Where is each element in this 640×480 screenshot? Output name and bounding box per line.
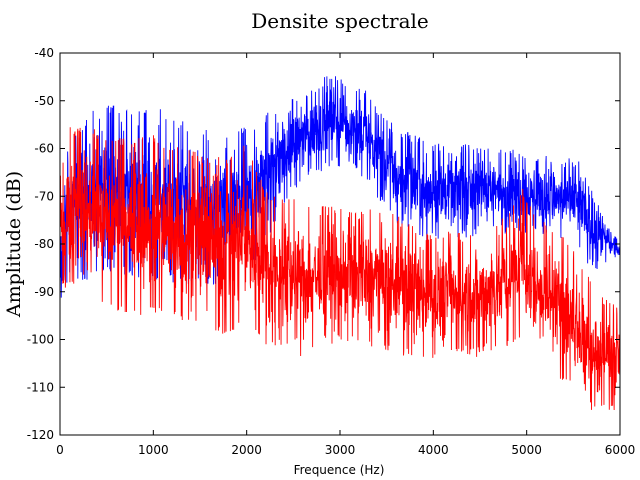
y-axis-label: Amplitude (dB) bbox=[3, 171, 25, 318]
y-tick-label: -110 bbox=[27, 380, 54, 394]
y-tick-label: -100 bbox=[27, 333, 54, 347]
y-tick-label: -80 bbox=[34, 237, 54, 251]
x-tick-label: 2000 bbox=[231, 443, 262, 457]
x-tick-label: 1000 bbox=[138, 443, 169, 457]
x-tick-label: 6000 bbox=[605, 443, 636, 457]
x-tick-label: 4000 bbox=[418, 443, 449, 457]
y-tick-label: -60 bbox=[34, 142, 54, 156]
x-tick-label: 3000 bbox=[325, 443, 356, 457]
series-2-line bbox=[59, 127, 621, 410]
chart-title: Densite spectrale bbox=[251, 9, 429, 33]
axes-layer: 0 1000 2000 3000 4000 5000 6000 -40 -50 -60 -70 -80… bbox=[27, 46, 636, 457]
y-tick-label: -50 bbox=[34, 94, 54, 108]
x-tick-label: 0 bbox=[56, 443, 64, 457]
series-layer bbox=[59, 76, 621, 410]
y-tick-label: -40 bbox=[34, 46, 54, 60]
y-tick-label: -70 bbox=[34, 189, 54, 203]
y-tick-label: -120 bbox=[27, 428, 54, 442]
x-axis-label: Frequence (Hz) bbox=[294, 463, 385, 477]
y-tick-label: -90 bbox=[34, 285, 54, 299]
x-tick-label: 5000 bbox=[511, 443, 542, 457]
